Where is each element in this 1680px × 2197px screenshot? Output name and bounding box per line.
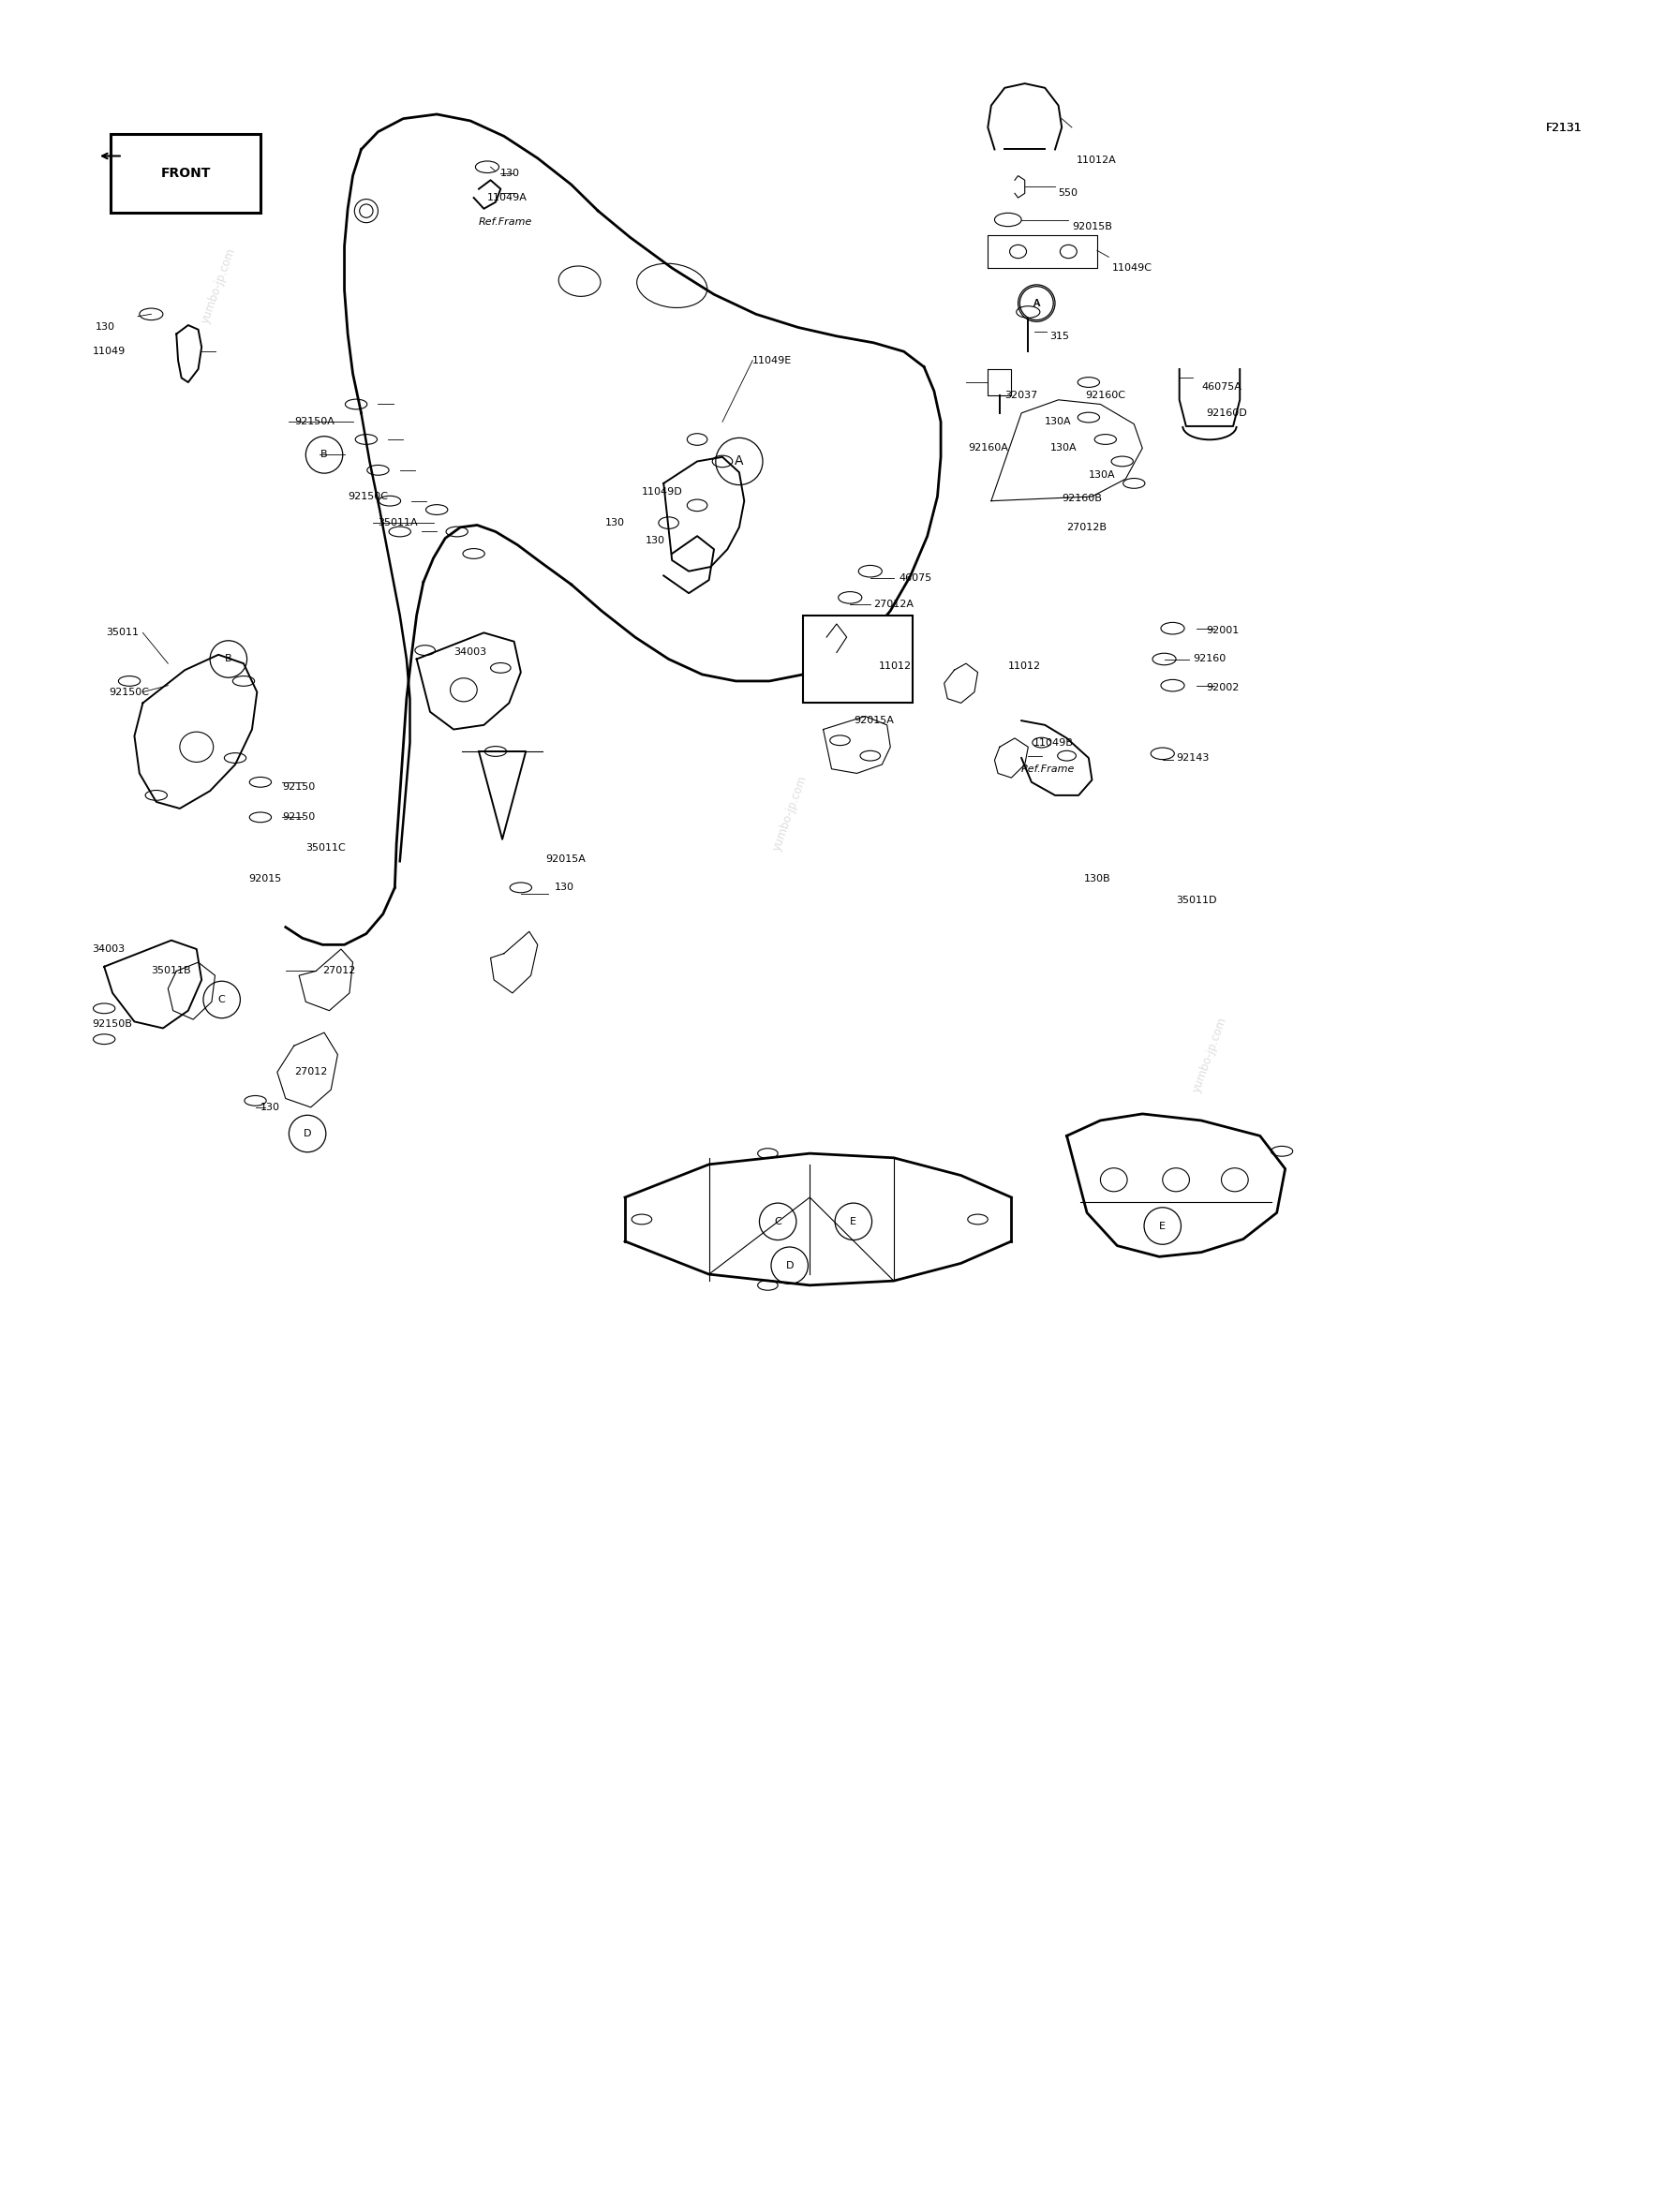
- Text: 130: 130: [605, 518, 625, 527]
- Text: 27012: 27012: [294, 1068, 328, 1077]
- Text: 92002: 92002: [1206, 683, 1240, 692]
- Bar: [803, 615, 912, 703]
- Text: 46075A: 46075A: [1201, 382, 1242, 391]
- Text: 130: 130: [554, 883, 575, 892]
- Text: 35011C: 35011C: [306, 844, 346, 852]
- Text: 11049B: 11049B: [1033, 738, 1074, 747]
- Text: 92001: 92001: [1206, 626, 1240, 635]
- Text: 35011B: 35011B: [151, 967, 192, 975]
- Text: 34003: 34003: [92, 945, 126, 953]
- Text: 46075: 46075: [899, 573, 932, 582]
- Text: 92150C: 92150C: [109, 688, 150, 696]
- Text: C: C: [774, 1217, 781, 1226]
- Text: 92160B: 92160B: [1062, 494, 1102, 503]
- Text: 35011: 35011: [106, 628, 139, 637]
- Text: E: E: [850, 1217, 857, 1226]
- Text: yumbo-jp.com: yumbo-jp.com: [769, 773, 810, 852]
- Text: 130A: 130A: [1045, 417, 1072, 426]
- Text: 92160D: 92160D: [1206, 409, 1247, 417]
- Text: 130A: 130A: [1050, 444, 1077, 453]
- Text: 27012A: 27012A: [874, 600, 914, 609]
- Text: E: E: [1159, 1222, 1166, 1230]
- Text: 11012A: 11012A: [1077, 156, 1117, 165]
- Text: 92160C: 92160C: [1085, 391, 1126, 400]
- Text: 92150C: 92150C: [348, 492, 388, 501]
- Text: 35011A: 35011A: [378, 518, 418, 527]
- Text: 315: 315: [1050, 332, 1070, 341]
- Text: 130B: 130B: [1084, 874, 1110, 883]
- Text: 92015B: 92015B: [1072, 222, 1112, 231]
- Text: 11049D: 11049D: [642, 488, 682, 497]
- Text: Ref.Frame: Ref.Frame: [1021, 765, 1075, 773]
- Text: 11049: 11049: [92, 347, 126, 356]
- Text: yumbo-jp.com: yumbo-jp.com: [198, 246, 239, 325]
- Text: 92160A: 92160A: [968, 444, 1008, 453]
- Text: Ref.Frame: Ref.Frame: [479, 218, 533, 226]
- Text: 130A: 130A: [1089, 470, 1116, 479]
- Text: 11049A: 11049A: [487, 193, 528, 202]
- Text: 27012: 27012: [323, 967, 356, 975]
- Text: 130: 130: [501, 169, 521, 178]
- Text: D: D: [786, 1261, 793, 1270]
- Text: B: B: [225, 655, 232, 663]
- Text: A: A: [734, 455, 744, 468]
- Text: D: D: [304, 1129, 311, 1138]
- Text: 92150A: 92150A: [294, 417, 334, 426]
- Text: 92160: 92160: [1193, 655, 1226, 663]
- Text: 32037: 32037: [1005, 391, 1038, 400]
- Text: F2131: F2131: [1546, 121, 1583, 134]
- Text: yumbo-jp.com: yumbo-jp.com: [1189, 1015, 1230, 1094]
- Text: 92150B: 92150B: [92, 1019, 133, 1028]
- Text: 92150: 92150: [282, 813, 316, 822]
- Text: A: A: [1033, 299, 1040, 308]
- Text: 92015A: 92015A: [546, 855, 586, 863]
- Text: 11012: 11012: [1008, 661, 1042, 670]
- Text: A: A: [1033, 299, 1040, 308]
- Text: 130: 130: [645, 536, 665, 545]
- Text: FRONT: FRONT: [161, 167, 210, 180]
- Text: 11049C: 11049C: [1112, 264, 1152, 272]
- Text: 11012: 11012: [879, 661, 912, 670]
- Text: 92015A: 92015A: [853, 716, 894, 725]
- Text: 130: 130: [96, 323, 116, 332]
- FancyBboxPatch shape: [111, 134, 260, 213]
- Text: 27012B: 27012B: [1067, 523, 1107, 532]
- Text: 34003: 34003: [454, 648, 487, 657]
- Text: 11049E: 11049E: [753, 356, 793, 365]
- Text: F2131: F2131: [1546, 121, 1583, 134]
- Text: 130: 130: [260, 1103, 281, 1112]
- Text: 92015: 92015: [249, 874, 282, 883]
- Text: B: B: [321, 450, 328, 459]
- Text: 35011D: 35011D: [1176, 896, 1216, 905]
- Text: 550: 550: [1058, 189, 1079, 198]
- Text: C: C: [218, 995, 225, 1004]
- Text: 92143: 92143: [1176, 754, 1210, 762]
- Text: 92150: 92150: [282, 782, 316, 791]
